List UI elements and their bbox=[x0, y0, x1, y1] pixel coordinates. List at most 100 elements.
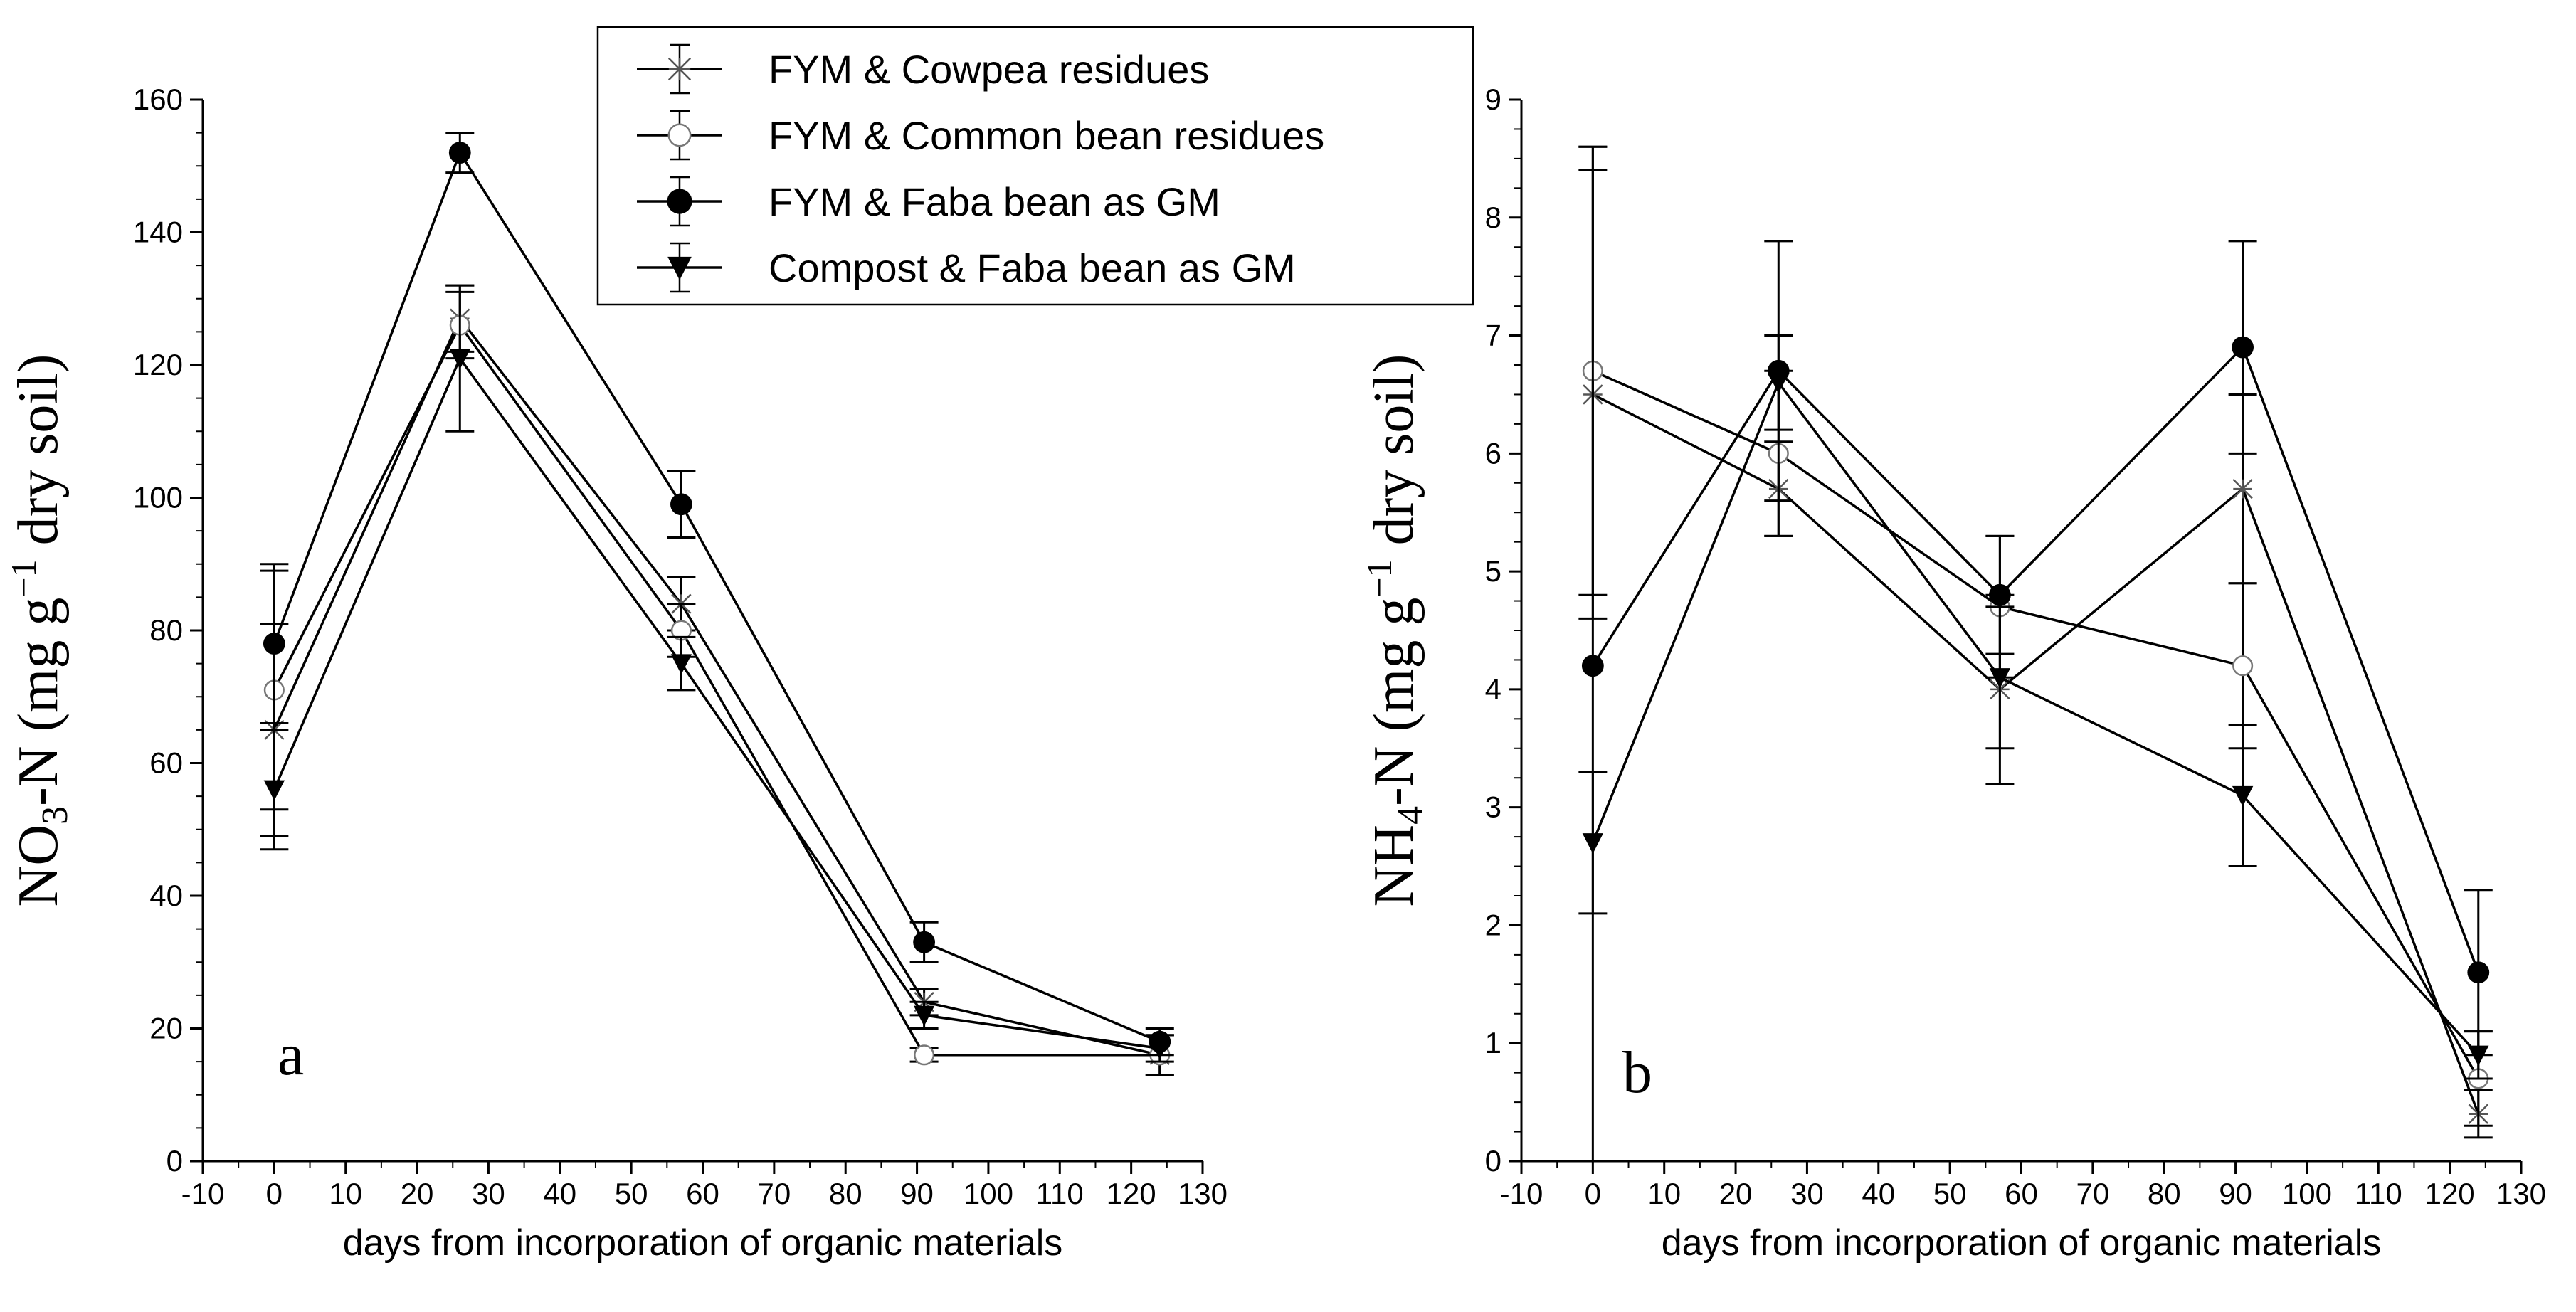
x-tick-label: 30 bbox=[1790, 1177, 1824, 1210]
filled-circle-icon bbox=[667, 189, 692, 214]
y-tick-label: 60 bbox=[149, 746, 183, 780]
x-tick-label: 120 bbox=[1107, 1177, 1156, 1210]
data-point-filled-circle bbox=[1581, 655, 1604, 677]
x-tick-label: 90 bbox=[2219, 1177, 2252, 1210]
legend: FYM & Cowpea residues FYM & Common bean r… bbox=[596, 26, 1474, 306]
x-tick-label: 60 bbox=[686, 1177, 719, 1210]
x-tick-label: 70 bbox=[2076, 1177, 2109, 1210]
legend-entry: FYM & Common bean residues bbox=[637, 110, 1324, 161]
data-point-filled-triangle-down bbox=[2232, 785, 2254, 807]
data-point-filled-triangle-down bbox=[449, 349, 470, 370]
filled-triangle-down-icon bbox=[667, 256, 692, 280]
data-point-filled-triangle-down bbox=[1989, 668, 2011, 689]
series-line bbox=[273, 356, 1161, 1050]
x-tick-label: 110 bbox=[2355, 1177, 2402, 1210]
y-label-part: -N (mg g bbox=[7, 598, 70, 806]
series-filled-triangle-down bbox=[260, 284, 1174, 1063]
y-tick-label: 4 bbox=[1485, 672, 1501, 706]
y-tick-label: 1 bbox=[1485, 1026, 1501, 1059]
y-tick-label: 0 bbox=[1485, 1144, 1501, 1178]
y-tick-label: 7 bbox=[1485, 319, 1501, 352]
y-label-part: dry soil) bbox=[1363, 354, 1425, 560]
legend-label: FYM & Common bean residues bbox=[769, 113, 1324, 158]
x-tick-label: 0 bbox=[266, 1177, 283, 1210]
x-tick-label: 70 bbox=[757, 1177, 791, 1210]
x-tick-label: 40 bbox=[543, 1177, 576, 1210]
data-point-open-circle bbox=[914, 1044, 935, 1066]
data-point-filled-triangle-down bbox=[2468, 1045, 2489, 1067]
series-line bbox=[1591, 380, 2480, 1056]
y-tick-label: 160 bbox=[133, 83, 183, 116]
star-icon bbox=[667, 57, 692, 81]
data-point-filled-circle bbox=[2467, 961, 2490, 984]
data-point-filled-triangle-down bbox=[263, 780, 285, 801]
y-label-superscript: −1 bbox=[4, 559, 43, 597]
data-point-filled-circle bbox=[1988, 583, 2011, 606]
data-point-filled-circle bbox=[263, 633, 285, 655]
data-point-filled-triangle-down bbox=[1149, 1039, 1171, 1059]
x-tick-label: 50 bbox=[1933, 1177, 1967, 1210]
x-tick-label: 10 bbox=[329, 1177, 362, 1210]
series-star bbox=[260, 284, 1174, 1076]
y-tick-label: 20 bbox=[149, 1012, 183, 1045]
x-tick-label: 0 bbox=[1585, 1177, 1601, 1210]
x-tick-label: 40 bbox=[1862, 1177, 1895, 1210]
x-tick-label: 80 bbox=[2148, 1177, 2181, 1210]
data-point-filled-triangle-down bbox=[1582, 833, 1604, 854]
data-point-star bbox=[2232, 478, 2253, 499]
x-tick-label: -10 bbox=[1500, 1177, 1543, 1210]
data-point-filled-circle bbox=[2232, 336, 2254, 359]
y-tick-label: 100 bbox=[133, 481, 183, 514]
y-tick-label: 120 bbox=[133, 348, 183, 381]
panel-label: a bbox=[278, 1022, 304, 1088]
x-tick-label: 90 bbox=[900, 1177, 934, 1210]
x-axis-label: days from incorporation of organic mater… bbox=[343, 1222, 1063, 1264]
y-tick-label: 8 bbox=[1485, 201, 1501, 234]
x-tick-label: 100 bbox=[964, 1177, 1013, 1210]
data-point-filled-triangle-down bbox=[1768, 373, 1789, 394]
y-tick-label: 2 bbox=[1485, 908, 1501, 941]
data-point-filled-circle bbox=[913, 931, 936, 953]
y-label-part: -N (mg g bbox=[1363, 598, 1425, 806]
x-tick-label: 100 bbox=[2282, 1177, 2332, 1210]
x-axis-label: days from incorporation of organic mater… bbox=[1662, 1222, 2382, 1264]
x-tick-label: -10 bbox=[181, 1177, 225, 1210]
y-label-subscript: 4 bbox=[1390, 806, 1431, 825]
panel-label: b bbox=[1622, 1039, 1652, 1106]
x-tick-label: 10 bbox=[1647, 1177, 1681, 1210]
legend-entry: Compost & Faba bean as GM bbox=[637, 242, 1296, 293]
series-open-circle bbox=[260, 290, 1174, 1076]
x-tick-label: 30 bbox=[472, 1177, 505, 1210]
series-filled-circle bbox=[260, 132, 1174, 1057]
legend-label: Compost & Faba bean as GM bbox=[769, 245, 1296, 290]
series-open-circle bbox=[1578, 145, 2493, 1127]
data-point-filled-circle bbox=[448, 142, 471, 164]
legend-label: FYM & Cowpea residues bbox=[769, 47, 1209, 92]
series-line bbox=[1592, 393, 2480, 1115]
legend-entry: FYM & Cowpea residues bbox=[637, 43, 1209, 95]
x-tick-label: 110 bbox=[1036, 1177, 1084, 1210]
data-point-filled-triangle-down bbox=[670, 654, 692, 675]
data-point-open-circle bbox=[2232, 655, 2254, 677]
x-tick-label: 20 bbox=[1719, 1177, 1753, 1210]
legend-frame bbox=[596, 26, 1474, 306]
data-point-filled-triangle-down bbox=[913, 1005, 935, 1027]
x-tick-label: 130 bbox=[2496, 1177, 2546, 1210]
y-tick-label: 140 bbox=[133, 216, 183, 249]
y-tick-label: 3 bbox=[1485, 790, 1501, 824]
x-tick-label: 60 bbox=[2005, 1177, 2038, 1210]
x-tick-label: 20 bbox=[401, 1177, 434, 1210]
y-tick-label: 9 bbox=[1485, 83, 1501, 116]
data-point-filled-circle bbox=[670, 493, 692, 516]
x-tick-label: 80 bbox=[829, 1177, 862, 1210]
y-axis-label: NH4-N (mg g−1 dry soil) bbox=[1359, 354, 1431, 907]
y-tick-label: 0 bbox=[167, 1144, 183, 1178]
y-label-part: NO bbox=[7, 825, 70, 907]
series-line bbox=[1592, 369, 2480, 1079]
y-axis-label: NO3-N (mg g−1 dry soil) bbox=[4, 354, 75, 907]
y-label-part: dry soil) bbox=[7, 354, 70, 560]
y-tick-label: 5 bbox=[1485, 554, 1501, 588]
